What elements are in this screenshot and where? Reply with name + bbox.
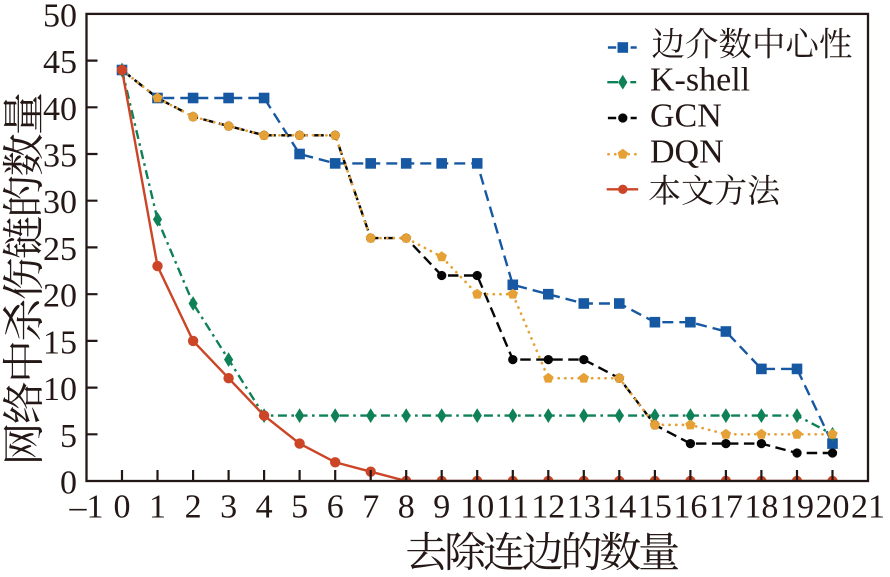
svg-text:12: 12 (531, 488, 565, 525)
svg-text:1: 1 (149, 488, 166, 525)
svg-text:45: 45 (43, 44, 77, 81)
svg-text:2: 2 (185, 488, 202, 525)
svg-text:K-shell: K-shell (650, 62, 750, 99)
svg-text:16: 16 (673, 488, 707, 525)
svg-text:6: 6 (327, 488, 344, 525)
svg-text:5: 5 (291, 488, 308, 525)
svg-text:9: 9 (433, 488, 450, 525)
svg-text:DQN: DQN (650, 134, 724, 171)
svg-text:17: 17 (709, 488, 743, 525)
svg-text:19: 19 (780, 488, 814, 525)
svg-text:30: 30 (43, 184, 77, 221)
svg-text:20: 20 (816, 488, 850, 525)
svg-text:25: 25 (43, 231, 77, 268)
svg-text:–1: –1 (69, 488, 104, 525)
svg-text:5: 5 (60, 418, 77, 455)
svg-text:GCN: GCN (650, 97, 722, 134)
svg-text:18: 18 (744, 488, 778, 525)
svg-text:21: 21 (851, 488, 885, 525)
svg-text:40: 40 (43, 91, 77, 128)
svg-text:20: 20 (43, 278, 77, 315)
svg-text:15: 15 (638, 488, 672, 525)
svg-text:50: 50 (43, 0, 77, 34)
svg-text:3: 3 (220, 488, 237, 525)
svg-text:13: 13 (567, 488, 601, 525)
svg-text:0: 0 (114, 488, 131, 525)
svg-text:14: 14 (602, 488, 636, 525)
svg-text:10: 10 (460, 488, 494, 525)
svg-text:10: 10 (43, 371, 77, 408)
svg-text:35: 35 (43, 138, 77, 175)
svg-text:0: 0 (60, 465, 77, 502)
svg-text:11: 11 (496, 488, 529, 525)
svg-text:8: 8 (398, 488, 415, 525)
svg-text:15: 15 (43, 324, 77, 361)
svg-text:7: 7 (362, 488, 379, 525)
svg-text:4: 4 (256, 488, 273, 525)
